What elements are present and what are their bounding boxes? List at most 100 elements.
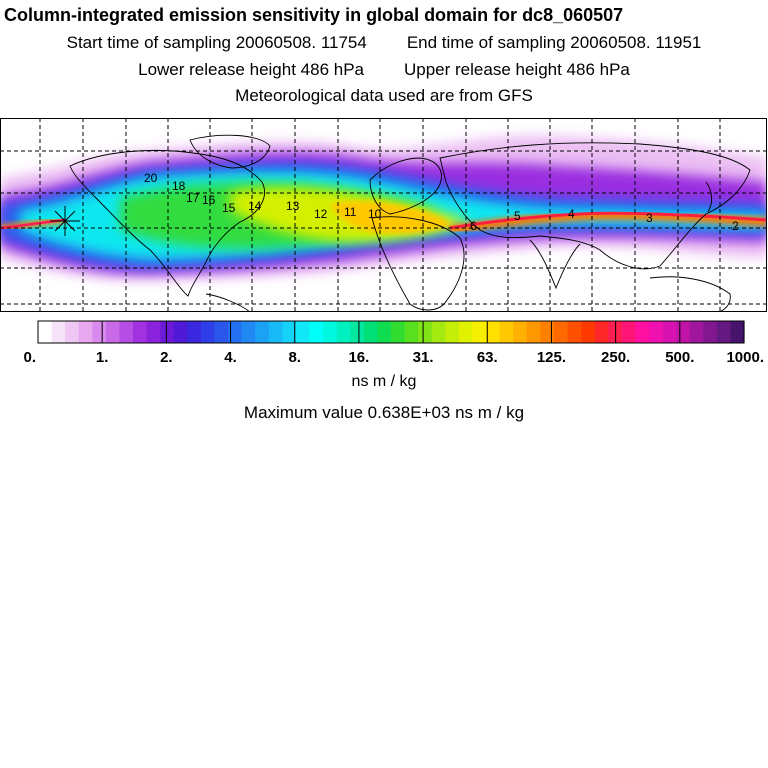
trajectory-label: 16 [202, 193, 216, 207]
sensitivity-map: 20 18 17 16 15 14 13 12 11 10 6 5 4 3 2 [0, 118, 767, 313]
sampling-times: Start time of sampling 20060508. 11754 En… [0, 33, 768, 53]
asia-coast [439, 142, 751, 270]
start-time-label: Start time of sampling 20060508. 11754 [66, 33, 367, 52]
met-data-label: Meteorological data used are from GFS [235, 86, 533, 105]
trajectory-label: 17 [186, 191, 200, 205]
colorbar-cell [513, 321, 528, 343]
map-frame [0, 118, 767, 312]
colorbar-cell [295, 321, 311, 343]
trajectory-label: 11 [344, 205, 357, 219]
trajectory-label: 15 [222, 201, 236, 215]
colorbar-cell [133, 321, 148, 343]
trajectory-label: 20 [144, 171, 158, 185]
trajectory-label: 2 [732, 219, 739, 233]
colorbar-cell [146, 321, 161, 343]
colorbar-cell [105, 321, 121, 343]
trajectory-label: 3 [646, 211, 653, 225]
colorbar-cell [268, 321, 283, 343]
colorbar-cell [228, 321, 243, 343]
colorbar-tick-label: 8. [288, 349, 301, 366]
colorbar-cell [173, 321, 188, 343]
colorbar-cell [38, 321, 53, 343]
colorbar-cell [214, 321, 229, 343]
australia-coast [649, 276, 731, 313]
units-label: ns m / kg [351, 373, 417, 390]
japan-coast [705, 181, 713, 213]
colorbar-cell [241, 321, 256, 343]
colorbar-tick-label: 2. [160, 349, 173, 366]
colorbar-cell [594, 321, 609, 343]
colorbar-tick-label: 31. [413, 349, 434, 366]
colorbar-cell [689, 321, 704, 343]
colorbar-tick-label: 125. [537, 349, 566, 366]
field-orange [330, 201, 452, 234]
colorbar-cell [486, 321, 501, 343]
colorbar-cell [418, 321, 433, 343]
colorbar-cell [676, 321, 691, 343]
colorbar-cell [187, 321, 202, 343]
colorbar-cell [119, 321, 134, 343]
colorbar-cell [350, 321, 365, 343]
trajectory-labels: 20 18 17 16 15 14 13 12 11 10 6 5 4 3 2 [144, 171, 739, 233]
colorbar-cell [703, 321, 718, 343]
plot-title: Column-integrated emission sensitivity i… [4, 5, 624, 25]
colorbar-cell [662, 321, 677, 343]
colorbar-labels: 0. 1. 2. 4. 8. 16. 31. 63. 125. 250. 500. 1000. [23, 349, 764, 366]
colorbar-cell [255, 321, 270, 343]
sensitivity-field [0, 135, 767, 281]
trajectory-label: 18 [172, 179, 186, 193]
colorbar-cell [567, 321, 582, 343]
jet-band-core [449, 211, 767, 230]
colorbar-cell [716, 321, 732, 343]
colorbar-tick-label: 1. [96, 349, 109, 366]
colorbar-cell [431, 321, 446, 343]
colorbar-tick-label: 500. [665, 349, 694, 366]
colorbar-tick-label: 250. [601, 349, 630, 366]
colorbar-svg: 0. 1. 2. 4. 8. 16. 31. 63. 125. 250. 500. 1000. [23, 320, 764, 366]
colorbar-cell [282, 321, 297, 343]
release-heights: Lower release height 486 hPa Upper releas… [0, 60, 768, 80]
jet-band-outer [449, 210, 767, 235]
colorbar-tick-label: 63. [477, 349, 498, 366]
colorbar-tick-label: 0. [23, 349, 36, 366]
colorbar-ticks [101, 321, 681, 343]
upper-height-label: Upper release height 486 hPa [404, 60, 630, 79]
colorbar-cell [472, 321, 487, 343]
trajectory-label: 10 [368, 207, 382, 221]
colorbar-cell [526, 321, 541, 343]
trajectory-label: 6 [470, 219, 477, 233]
colorbar-tick-label: 4. [224, 349, 237, 366]
colorbar-cell [160, 321, 175, 343]
graticule [0, 118, 767, 312]
colorbar-cell [621, 321, 636, 343]
colorbar-cell [540, 321, 555, 343]
map-svg: 20 18 17 16 15 14 13 12 11 10 6 5 4 3 2 [0, 118, 767, 313]
colorbar-cell [92, 321, 107, 343]
release-star-marker [50, 206, 80, 236]
colorbar-cell [730, 321, 745, 343]
end-time-label: End time of sampling 20060508. 11951 [406, 33, 702, 52]
colorbar-cell [377, 321, 392, 343]
colorbar-cell [323, 321, 338, 343]
trajectory-label: 4 [568, 207, 575, 221]
colorbar-cells [38, 321, 745, 343]
colorbar-cell [404, 321, 419, 343]
colorbar-cell [336, 321, 351, 343]
colorbar-tick-label: 1000. [726, 349, 764, 366]
colorbar-cell [309, 321, 324, 343]
colorbar-cell [635, 321, 650, 343]
maximum-value-label: Maximum value 0.638E+03 ns m / kg [243, 403, 525, 422]
colorbar-cell [553, 321, 569, 343]
colorbar-cell [65, 321, 80, 343]
colorbar-cell [363, 321, 379, 343]
trajectory-label: 14 [248, 199, 262, 213]
greenland-coast [189, 134, 271, 169]
colorbar-cell [499, 321, 514, 343]
trajectory-label: 5 [514, 209, 521, 223]
trajectory-label: 12 [314, 207, 328, 221]
colorbar-cell [200, 321, 216, 343]
trajectory-label: 13 [286, 199, 300, 213]
colorbar-cell [581, 321, 596, 343]
colorbar-cell [391, 321, 406, 343]
lower-height-label: Lower release height 486 hPa [138, 60, 364, 79]
